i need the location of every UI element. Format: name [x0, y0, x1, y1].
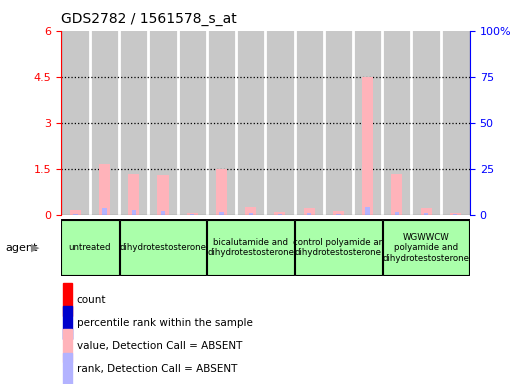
Bar	[63, 329, 72, 362]
Text: value, Detection Call = ABSENT: value, Detection Call = ABSENT	[77, 341, 242, 351]
Bar	[333, 211, 344, 215]
Bar	[128, 174, 139, 215]
Bar	[265, 31, 295, 215]
Text: percentile rank within the sample: percentile rank within the sample	[77, 318, 252, 328]
Bar	[353, 31, 382, 215]
Bar	[208, 220, 294, 275]
Bar	[190, 214, 194, 215]
Text: untreated: untreated	[69, 243, 111, 252]
Bar	[304, 208, 315, 215]
Bar	[187, 213, 198, 215]
Bar	[383, 220, 469, 275]
Text: control polyamide an
dihydrotestosterone: control polyamide an dihydrotestosterone	[293, 238, 384, 257]
Text: ▶: ▶	[31, 243, 39, 253]
Bar	[362, 77, 373, 215]
Bar	[63, 306, 72, 339]
Bar	[441, 31, 470, 215]
Text: WGWWCW
polyamide and
dihydrotestosterone: WGWWCW polyamide and dihydrotestosterone	[383, 233, 469, 263]
Bar	[120, 220, 206, 275]
Bar	[365, 207, 370, 215]
Bar	[219, 212, 224, 215]
Bar	[216, 169, 227, 215]
Bar	[424, 213, 428, 215]
Bar	[420, 208, 431, 215]
Bar	[236, 31, 266, 215]
Text: GDS2782 / 1561578_s_at: GDS2782 / 1561578_s_at	[61, 12, 237, 25]
Text: agent: agent	[5, 243, 37, 253]
Bar	[148, 31, 177, 215]
Bar	[245, 207, 256, 215]
Bar	[336, 214, 341, 215]
Text: bicalutamide and
dihydrotestosterone: bicalutamide and dihydrotestosterone	[207, 238, 294, 257]
Bar	[278, 214, 282, 215]
Bar	[161, 211, 165, 215]
Bar	[63, 283, 72, 316]
Bar	[73, 214, 78, 215]
Text: rank, Detection Call = ABSENT: rank, Detection Call = ABSENT	[77, 364, 237, 374]
Bar	[411, 31, 441, 215]
Bar	[207, 31, 236, 215]
Bar	[70, 210, 81, 215]
Bar	[453, 214, 457, 215]
Bar	[307, 213, 312, 215]
Bar	[157, 175, 168, 215]
Bar	[63, 353, 72, 384]
Bar	[61, 31, 90, 215]
Bar	[177, 31, 207, 215]
Bar	[61, 220, 119, 275]
Bar	[295, 31, 324, 215]
Bar	[382, 31, 411, 215]
Bar	[275, 212, 286, 215]
Bar	[295, 220, 382, 275]
Text: dihydrotestosterone: dihydrotestosterone	[119, 243, 206, 252]
Bar	[102, 208, 107, 215]
Bar	[131, 210, 136, 215]
Bar	[394, 212, 399, 215]
Bar	[90, 31, 119, 215]
Bar	[450, 213, 461, 215]
Bar	[391, 174, 402, 215]
Bar	[249, 213, 253, 215]
Bar	[99, 164, 110, 215]
Bar	[119, 31, 148, 215]
Text: count: count	[77, 295, 106, 305]
Bar	[324, 31, 353, 215]
